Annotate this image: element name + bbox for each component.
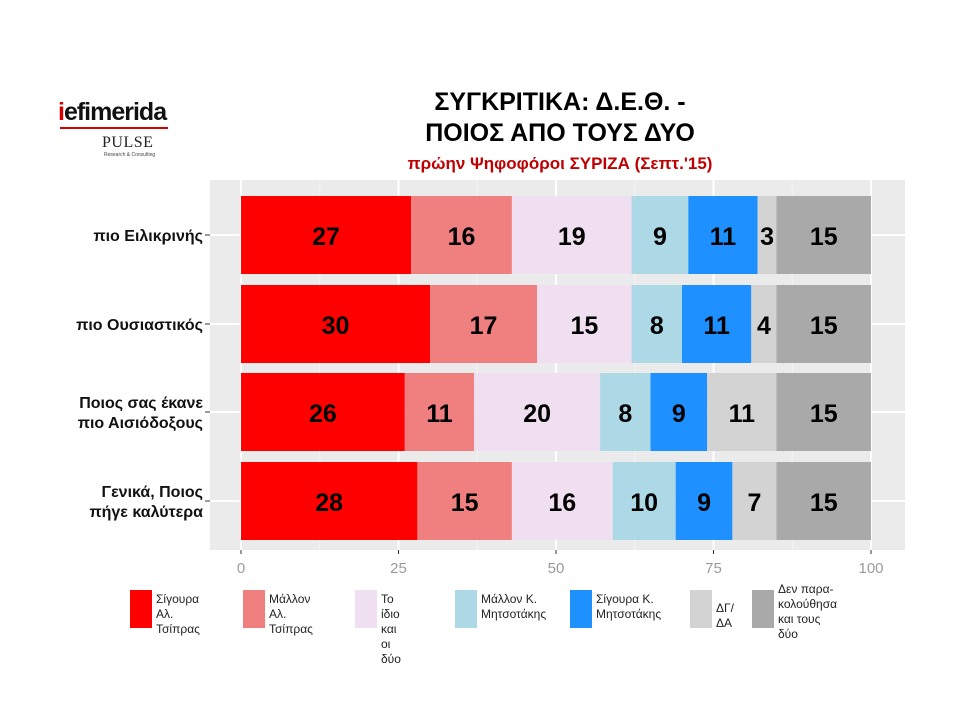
data-label: 11	[710, 223, 737, 251]
bar-segment	[732, 462, 777, 540]
bar-segment	[650, 373, 708, 451]
bar-segment	[537, 285, 632, 363]
bar-segment	[404, 373, 475, 451]
bar-segment	[511, 196, 632, 274]
bar-segment	[776, 196, 871, 274]
data-label: 15	[451, 489, 479, 517]
data-label: 16	[548, 489, 576, 517]
data-label: 20	[523, 400, 551, 428]
logo-tagline: Research & Consulting	[104, 152, 156, 158]
data-label: 15	[810, 223, 838, 251]
legend-label: Μάλλον Κ. Μητσοτάκης	[481, 592, 547, 621]
legend-swatch	[455, 590, 477, 628]
category-label: Γενικά, Ποιος	[101, 484, 203, 501]
data-label: 27	[312, 223, 340, 251]
bar-segment	[751, 285, 777, 363]
bar-segment	[682, 285, 752, 363]
bar-segment	[600, 373, 651, 451]
data-label: 26	[309, 400, 337, 428]
data-label: 7	[747, 489, 761, 517]
logo-subtitle: PULSE	[102, 134, 154, 151]
data-label: 15	[810, 400, 838, 428]
chart-subtitle: πρώην Ψηφοφόροι ΣΥΡΙΖΑ (Σεπτ.'15)	[407, 154, 713, 173]
legend-swatch	[355, 590, 377, 628]
bar-segment	[776, 373, 871, 451]
logo-wordmark: iefimerida	[58, 98, 167, 126]
bar-segment	[757, 196, 777, 274]
data-label: 15	[570, 312, 598, 340]
bar-segment	[411, 196, 512, 274]
x-tick-label: 0	[237, 560, 245, 577]
data-label: 15	[810, 312, 838, 340]
bar-segment	[688, 196, 758, 274]
legend-label: Σίγουρα Αλ. Τσίπρας	[156, 592, 200, 636]
legend-label: Το ίδιο και οι δύο	[381, 592, 401, 666]
brand-logo: iefimerida PULSE Research & Consulting	[58, 98, 168, 162]
legend-label: Μάλλον Αλ. Τσίπρας	[269, 592, 313, 636]
chart-title-line2: ΠΟΙΟΣ ΑΠΟ ΤΟΥΣ ΔΥΟ	[425, 119, 695, 147]
bar-segment	[631, 196, 689, 274]
legend-label: Δεν παρα- κολούθησα και τους δύο	[778, 582, 838, 641]
bar-segment	[241, 462, 418, 540]
data-label: 11	[729, 400, 756, 428]
data-label: 16	[448, 223, 476, 251]
legend-label: Σίγουρα Κ. Μητσοτάκης	[596, 592, 662, 621]
bar-segment	[430, 285, 538, 363]
chart-legend: Σίγουρα Αλ. Τσίπρας Μάλλον Αλ. Τσίπρας Το …	[0, 582, 960, 666]
bar-segment	[776, 285, 871, 363]
bar-segment	[631, 285, 682, 363]
data-label: 11	[426, 400, 453, 428]
bar-segment	[707, 373, 777, 451]
data-label: 8	[650, 312, 664, 340]
logo-pulse-line	[60, 127, 168, 129]
x-tick-label: 75	[705, 560, 722, 577]
legend-swatch	[130, 590, 152, 628]
bar-segment	[612, 462, 676, 540]
data-label: 17	[470, 312, 498, 340]
bar-segment	[474, 373, 601, 451]
bar-segment	[511, 462, 613, 540]
legend-swatch	[752, 590, 774, 628]
data-label: 28	[315, 489, 343, 517]
bar-segment	[241, 285, 430, 363]
legend-swatch	[570, 590, 592, 628]
data-label: 15	[810, 489, 838, 517]
category-label: πιο Ειλικρινής	[93, 228, 203, 245]
data-label: 9	[653, 223, 667, 251]
data-label: 4	[757, 312, 771, 340]
data-label: 30	[322, 312, 350, 340]
category-label: πήγε καλύτερα	[89, 504, 203, 521]
x-tick-label: 50	[548, 560, 565, 577]
data-label: 8	[618, 400, 632, 428]
data-label: 3	[760, 223, 774, 251]
category-label: πιο Αισιόδοξους	[78, 415, 203, 432]
category-label: πιο Ουσιαστικός	[76, 317, 203, 334]
bar-segment	[241, 373, 405, 451]
legend-swatch	[243, 590, 265, 628]
category-label: Ποιος σας έκανε	[79, 395, 203, 412]
data-label: 19	[558, 223, 586, 251]
bar-segment	[776, 462, 871, 540]
x-tick-label: 100	[858, 560, 883, 577]
x-tick-label: 25	[390, 560, 407, 577]
bar-segment	[417, 462, 512, 540]
legend-label: ΔΓ/ΔΑ	[716, 601, 734, 630]
bar-segment	[675, 462, 733, 540]
data-label: 9	[672, 400, 686, 428]
chart-title-line1: ΣΥΓΚΡΙΤΙΚΑ: Δ.Ε.Θ. -	[434, 88, 686, 116]
data-label: 9	[697, 489, 711, 517]
data-label: 10	[630, 489, 658, 517]
legend-swatch	[690, 590, 712, 628]
bar-segment	[241, 196, 412, 274]
data-label: 11	[703, 312, 730, 340]
